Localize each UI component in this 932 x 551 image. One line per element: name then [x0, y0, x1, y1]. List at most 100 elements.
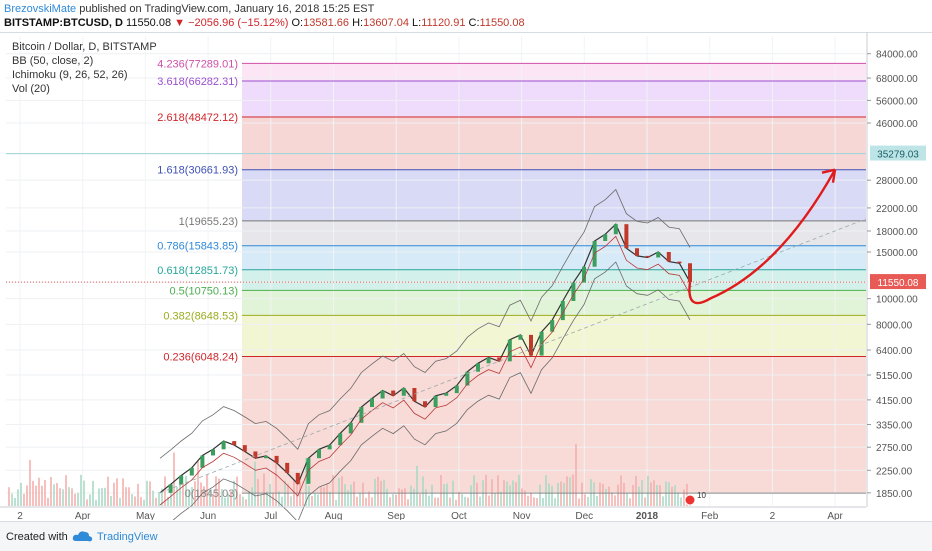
volume-bar	[275, 457, 277, 506]
volume-bar	[635, 476, 637, 506]
volume-bar	[215, 476, 217, 506]
candle	[274, 455, 279, 463]
volume-bar	[119, 497, 121, 506]
candle	[348, 422, 353, 434]
volume-bar	[230, 491, 232, 506]
fib-level-label: 0.786(15843.85)	[157, 241, 238, 253]
candle	[444, 393, 449, 396]
candle	[412, 388, 417, 402]
fib-zone	[242, 220, 866, 246]
volume-bar	[584, 494, 586, 506]
volume-bar	[95, 499, 97, 506]
volume-bar	[686, 483, 688, 506]
target-price-tag	[870, 145, 926, 161]
price-tick-label: 28000.00	[876, 176, 918, 187]
volume-bar	[572, 474, 574, 506]
volume-bar	[392, 494, 394, 506]
price-change: −2056.96 (−15.12%)	[188, 17, 289, 29]
volume-bar	[590, 479, 592, 506]
time-tick-label: Oct	[451, 511, 467, 520]
candle	[253, 451, 258, 459]
volume-bar	[530, 492, 532, 506]
candle	[189, 467, 194, 476]
volume-bar	[344, 483, 346, 506]
volume-bar	[515, 482, 517, 506]
volume-bar	[134, 496, 136, 506]
fib-level-label: 0.236(6048.24)	[163, 352, 238, 364]
tradingview-link[interactable]: TradingView	[97, 531, 158, 543]
time-tick-label: Aug	[325, 511, 343, 520]
volume-bar	[251, 487, 253, 506]
volume-bar	[287, 484, 289, 506]
volume-bar	[377, 476, 379, 506]
volume-bar	[428, 495, 430, 506]
volume-bar	[458, 491, 460, 506]
volume-bar	[527, 495, 529, 506]
volume-bar	[401, 489, 403, 506]
volume-bar	[614, 495, 616, 506]
volume-bar	[62, 489, 64, 506]
candle	[635, 248, 639, 256]
chart-area[interactable]: 4.236(77289.01) 3.618(66282.31) 2.618(4847…	[0, 32, 932, 531]
volume-bar	[236, 476, 238, 506]
candle	[401, 388, 406, 396]
candle	[507, 339, 512, 362]
volume-bar	[587, 496, 589, 506]
candle	[454, 385, 459, 394]
price-chart[interactable]: 4.236(77289.01) 3.618(66282.31) 2.618(4847…	[0, 32, 932, 531]
volume-bar	[59, 488, 61, 506]
volume-bar	[533, 497, 535, 506]
author-link[interactable]: BrezovskiMate	[4, 3, 77, 15]
volume-bar	[629, 498, 631, 506]
volume-bar	[476, 482, 478, 506]
fib-zone	[242, 117, 866, 170]
volume-bar	[314, 493, 316, 506]
price-tick-label: 15000.00	[876, 248, 918, 259]
volume-bar	[479, 496, 481, 506]
volume-bar	[152, 490, 154, 506]
open-value: 13581.66	[303, 17, 350, 29]
volume-bar	[329, 492, 331, 506]
volume-bar	[680, 497, 682, 506]
time-tick-label: 2	[17, 511, 23, 520]
volume-bar	[638, 486, 640, 506]
volume-bar	[173, 452, 175, 506]
price-tick-label: 4150.00	[876, 396, 913, 407]
volume-bar	[41, 485, 43, 506]
close-value: 11550.08	[479, 17, 525, 29]
candle	[486, 357, 491, 364]
bollinger-basis	[159, 235, 691, 506]
volume-bar	[578, 498, 580, 506]
price-tick-label: 22000.00	[876, 204, 918, 215]
volume-bar	[545, 475, 547, 506]
volume-bar	[683, 489, 685, 506]
volume-bar	[437, 497, 439, 506]
candle	[359, 407, 364, 423]
candle	[518, 334, 523, 340]
volume-bar	[650, 482, 652, 506]
volume-bar	[35, 485, 37, 506]
volume-bar	[65, 475, 67, 506]
volume-bar	[212, 493, 214, 506]
volume-bar	[494, 493, 496, 506]
volume-bar	[464, 496, 466, 506]
volume-bar	[611, 492, 613, 506]
volume-bar	[86, 499, 88, 506]
fib-level-label: 4.236(77289.01)	[157, 58, 238, 70]
volume-bar	[554, 498, 556, 506]
volume-bar	[548, 483, 550, 506]
fib-level-label: 0(1845.03)	[185, 488, 238, 500]
candle	[560, 300, 565, 321]
volume-bar	[98, 488, 100, 506]
volume-bar	[164, 476, 166, 506]
volume-bar	[413, 488, 415, 506]
volume-bar	[659, 485, 661, 506]
candle	[603, 234, 608, 242]
volume-bar	[371, 497, 373, 506]
legend-item-ichimoku: Ichimoku (9, 26, 52, 26)	[12, 69, 128, 81]
volume-bar	[485, 474, 487, 506]
time-tick-label: Dec	[575, 511, 593, 520]
volume-bar	[608, 486, 610, 506]
candle	[200, 455, 205, 468]
candle	[529, 334, 533, 356]
